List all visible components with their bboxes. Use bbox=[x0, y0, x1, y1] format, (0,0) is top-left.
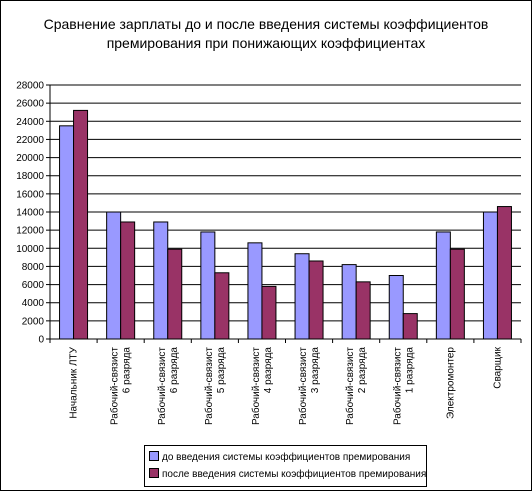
chart-legend: до введения системы коэффициентов премир… bbox=[144, 445, 427, 487]
bar-after bbox=[167, 248, 183, 340]
category-label-line: Рабочий-связист bbox=[250, 347, 262, 425]
category-label-line: 5 разряда bbox=[216, 347, 227, 394]
bar-before bbox=[153, 221, 169, 340]
legend-swatch-before bbox=[149, 451, 159, 462]
category-label-line: 6 разряда bbox=[122, 347, 133, 394]
y-tick-label: 28000 bbox=[16, 81, 44, 92]
bar-before bbox=[247, 242, 263, 340]
category-label-line: 2 разряда bbox=[357, 347, 368, 394]
category-label-line: 4 разряда bbox=[263, 347, 274, 394]
category-label: Рабочий-связист1 разряда bbox=[391, 347, 415, 425]
legend-item-before: до введения системы коэффициентов премир… bbox=[149, 451, 410, 465]
bar-before bbox=[341, 264, 357, 340]
chart-title-line-1: Сравнение зарплаты до и после введения с… bbox=[43, 16, 489, 32]
bar-after bbox=[73, 109, 89, 340]
y-tick-label: 16000 bbox=[16, 189, 44, 200]
category-label-line: Рабочий-связист bbox=[297, 347, 309, 425]
category-label-line: Электромонтер bbox=[445, 347, 456, 419]
category-label-line: 6 разряда bbox=[169, 347, 180, 394]
bar-after bbox=[214, 272, 230, 340]
y-tick-label: 18000 bbox=[16, 171, 44, 182]
y-tick-label: 26000 bbox=[16, 99, 44, 110]
category-label-line: Рабочий-связист bbox=[391, 347, 403, 425]
chart-title-line-2: премирования при понижающих коэффициента… bbox=[106, 35, 426, 51]
bar-after bbox=[261, 285, 277, 340]
category-label: Рабочий-связист6 разряда bbox=[156, 347, 180, 425]
bar-before bbox=[388, 275, 404, 340]
chart-title: Сравнение зарплаты до и после введения с… bbox=[41, 15, 491, 53]
category-label-line: Рабочий-связист bbox=[344, 347, 356, 425]
category-label-line: Рабочий-связист bbox=[203, 347, 215, 425]
legend-item-after: после введения системы коэффициентов пре… bbox=[149, 468, 426, 482]
y-tick-label: 10000 bbox=[16, 244, 44, 255]
bar-after bbox=[355, 281, 371, 340]
bar-before bbox=[200, 231, 216, 340]
y-tick-label: 22000 bbox=[16, 135, 44, 146]
legend-label-after: после введения системы коэффициентов пре… bbox=[162, 469, 427, 480]
category-label: Рабочий-связист5 разряда bbox=[203, 347, 227, 425]
legend-swatch-after bbox=[149, 468, 159, 479]
category-label-line: 3 разряда bbox=[310, 347, 321, 394]
bar-before bbox=[482, 211, 498, 340]
y-tick-label: 4000 bbox=[22, 298, 45, 309]
y-tick-label: 14000 bbox=[16, 208, 44, 219]
category-label: Рабочий-связист3 разряда bbox=[297, 347, 321, 425]
y-tick-label: 6000 bbox=[22, 280, 45, 291]
y-tick-label: 20000 bbox=[16, 153, 44, 164]
y-tick-label: 0 bbox=[38, 335, 44, 346]
bar-after bbox=[308, 260, 324, 340]
bar-before bbox=[294, 253, 310, 340]
category-label: Электромонтер bbox=[445, 347, 456, 419]
y-tick-label: 12000 bbox=[16, 226, 44, 237]
category-label-line: Сварщик bbox=[492, 346, 503, 388]
bar-before bbox=[59, 125, 75, 340]
bar-after bbox=[449, 248, 465, 340]
category-label-line: Рабочий-связист bbox=[156, 347, 168, 425]
category-label: Рабочий-связист6 разряда bbox=[109, 347, 133, 425]
bar-after bbox=[496, 206, 512, 340]
bar-after bbox=[402, 313, 418, 340]
category-label: Начальник ЛТУ bbox=[69, 346, 80, 418]
y-tick-label: 24000 bbox=[16, 117, 44, 128]
category-label: Сварщик bbox=[492, 346, 503, 388]
bar-after bbox=[120, 221, 136, 340]
y-tick-label: 2000 bbox=[22, 316, 45, 327]
bar-before bbox=[435, 231, 451, 340]
bar-before bbox=[106, 211, 122, 340]
category-label: Рабочий-связист4 разряда bbox=[250, 347, 274, 425]
chart-plot: 0 2000 4000 6000 8000 10000 12000 14000 16000 180… bbox=[16, 81, 522, 425]
category-label-line: Рабочий-связист bbox=[109, 347, 121, 425]
legend-label-before: до введения системы коэффициентов премир… bbox=[162, 452, 411, 463]
category-label-line: Начальник ЛТУ bbox=[69, 346, 80, 418]
category-label-line: 1 разряда bbox=[404, 347, 415, 394]
y-tick-label: 8000 bbox=[22, 262, 45, 273]
category-label: Рабочий-связист2 разряда bbox=[344, 347, 368, 425]
